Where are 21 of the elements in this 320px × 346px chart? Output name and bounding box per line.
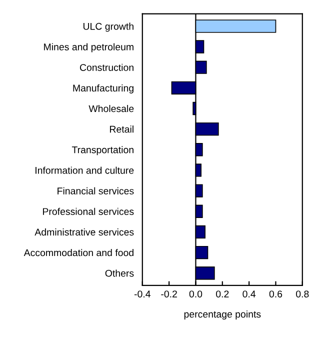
y-tick-label: ULC growth [83,22,134,32]
x-tick-label: -0.4 [134,290,150,298]
x-tick-label: 0.2 [216,290,229,298]
y-tick-label: Retail [110,126,134,133]
y-tick-label: Construction [80,64,134,71]
y-tick-label: Financial services [58,187,134,194]
y-tick-label: Mines and petroleum [44,43,134,52]
y-tick-label: Transportation [72,146,134,156]
y-tick-label: Wholesale [88,104,134,112]
y-tick-label: Others [105,270,134,277]
y-tick-label: Information and culture [36,166,134,174]
x-tick-label: 0.4 [242,290,256,298]
x-tick-label: 0.8 [296,290,309,298]
x-tick-label: 0.6 [269,290,282,298]
y-tick-label: Professional services [43,208,134,215]
x-tick-label: 0.0 [189,290,202,298]
x-axis-title: percentage points [184,310,261,320]
y-tick-label: Accommodation and food [24,249,134,256]
y-tick-label: Administrative services [34,228,134,236]
x-tick-label: -0.2 [161,290,177,298]
y-tick-label: Manufacturing [73,84,134,94]
